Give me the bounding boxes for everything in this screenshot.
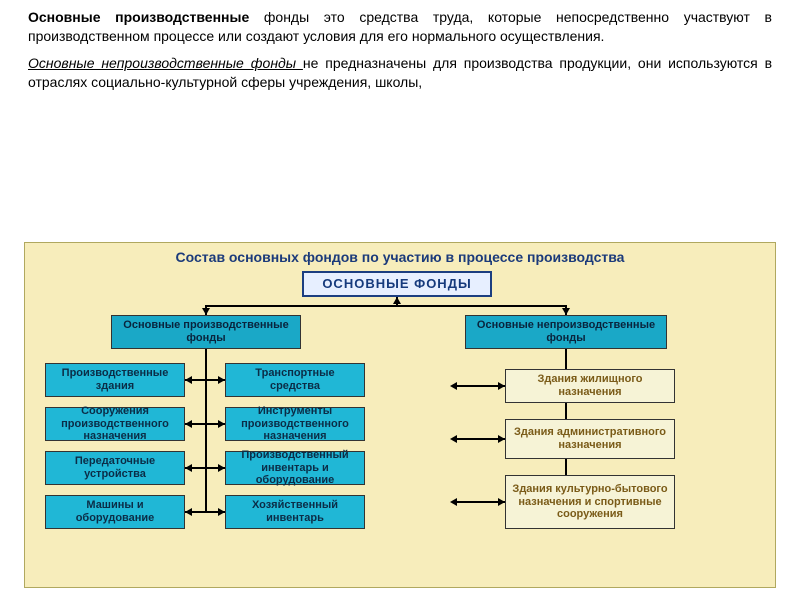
arrow-left-b-2 bbox=[218, 464, 225, 472]
left-a-box-0: Производственные здания bbox=[45, 363, 185, 397]
intro-paragraph-2: Основные непроизводственные фонды не пре… bbox=[0, 50, 800, 96]
arrow-right-into-1 bbox=[498, 435, 505, 443]
arrow-into-left-head bbox=[202, 308, 210, 315]
intro-bold: Основные производственные bbox=[28, 9, 249, 25]
left-b-box-0: Транспортные средства bbox=[225, 363, 365, 397]
arrow-left-b-0 bbox=[218, 376, 225, 384]
left-b-box-1: Инструменты производственного назначения bbox=[225, 407, 365, 441]
right-box-2: Здания культурно-бытового назначения и с… bbox=[505, 475, 675, 529]
left-a-box-1: Сооружения производственного назначения bbox=[45, 407, 185, 441]
arrow-right-left-2 bbox=[450, 498, 457, 506]
arrow-left-b-3 bbox=[218, 508, 225, 516]
conn-main-horiz bbox=[206, 305, 566, 307]
right-head-box: Основные непроизводственные фонды bbox=[465, 315, 667, 349]
arrow-right-left-1 bbox=[450, 435, 457, 443]
diagram-title: Состав основных фондов по участию в проц… bbox=[25, 243, 775, 269]
intro-underline: Основные непроизводственные фонды bbox=[28, 55, 303, 71]
left-spine bbox=[205, 349, 207, 512]
arrow-into-right-head bbox=[562, 308, 570, 315]
left-b-box-3: Хозяйственный инвентарь bbox=[225, 495, 365, 529]
arrow-left-a-3 bbox=[185, 508, 192, 516]
left-a-box-3: Машины и оборудование bbox=[45, 495, 185, 529]
right-box-0: Здания жилищного назначения bbox=[505, 369, 675, 403]
arrow-into-main bbox=[393, 297, 401, 304]
left-b-box-2: Производственный инвентарь и оборудовани… bbox=[225, 451, 365, 485]
left-head-box: Основные производственные фонды bbox=[111, 315, 301, 349]
right-box-1: Здания административного назначения bbox=[505, 419, 675, 459]
arrow-left-a-1 bbox=[185, 420, 192, 428]
intro-paragraph-1: Основные производственные фонды это сред… bbox=[0, 0, 800, 50]
arrow-right-left-0 bbox=[450, 382, 457, 390]
diagram-container: Состав основных фондов по участию в проц… bbox=[24, 242, 776, 588]
arrow-left-a-0 bbox=[185, 376, 192, 384]
arrow-left-a-2 bbox=[185, 464, 192, 472]
left-a-box-2: Передаточные устройства bbox=[45, 451, 185, 485]
arrow-right-into-0 bbox=[498, 382, 505, 390]
arrow-right-into-2 bbox=[498, 498, 505, 506]
arrow-left-b-1 bbox=[218, 420, 225, 428]
main-funds-box: ОСНОВНЫЕ ФОНДЫ bbox=[302, 271, 492, 297]
